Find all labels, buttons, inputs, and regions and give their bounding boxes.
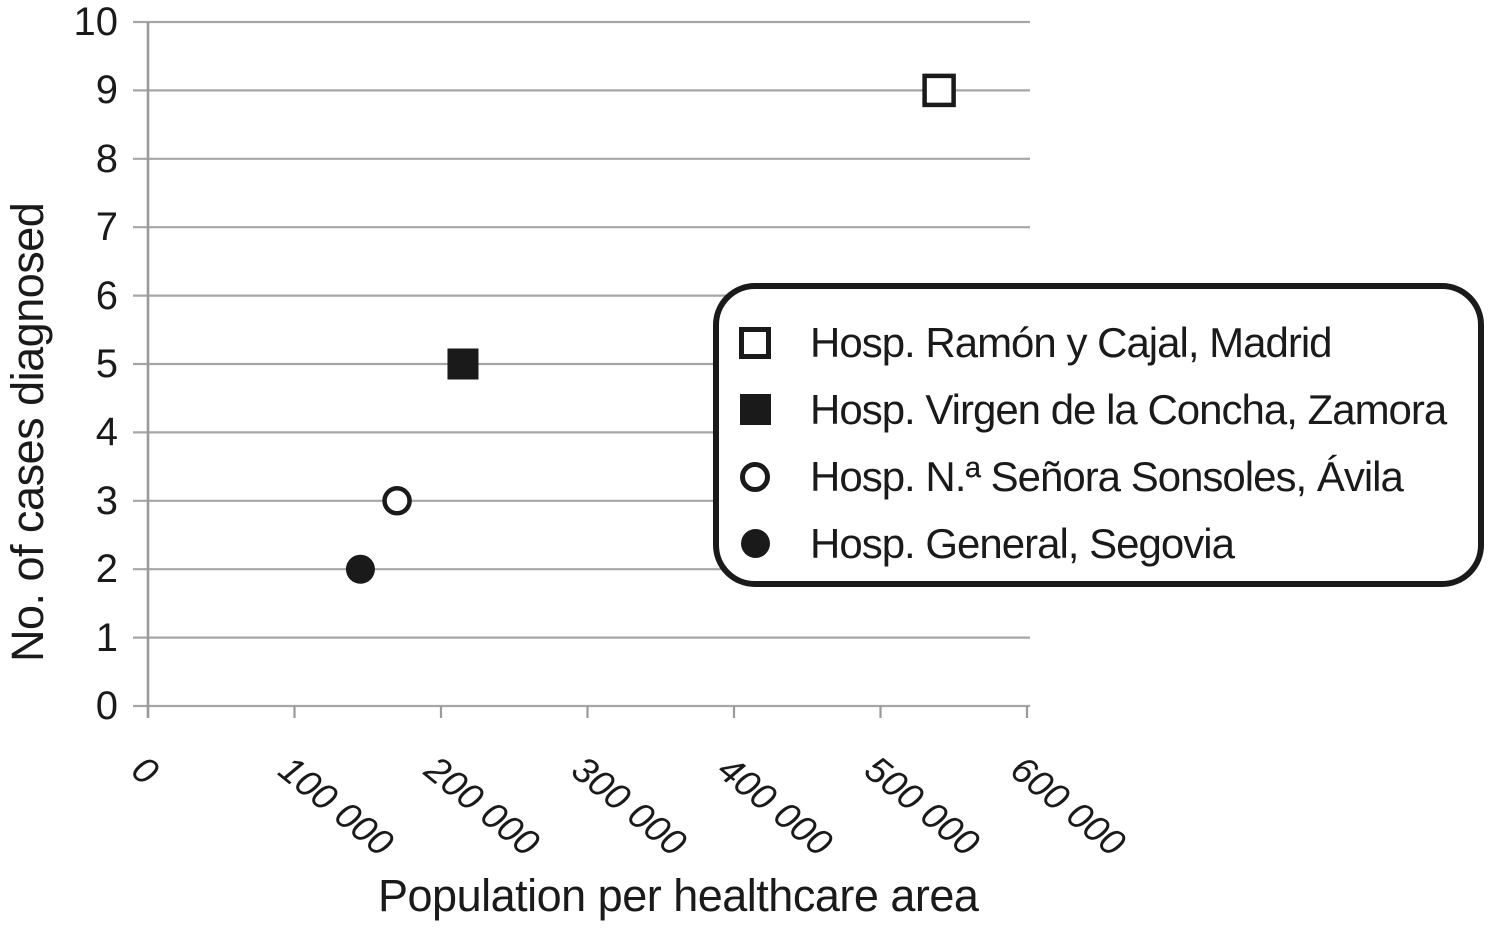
legend-marker-cell [729, 326, 781, 359]
open-circle-icon [740, 461, 770, 492]
legend-marker-cell [729, 461, 781, 492]
y-tick-label: 3 [95, 478, 118, 523]
data-point-open-circle [382, 486, 412, 516]
y-tick-label: 8 [95, 136, 118, 181]
filled-circle-icon [740, 529, 770, 558]
y-tick-label: 7 [95, 205, 118, 250]
y-tick-label: 10 [73, 0, 119, 44]
legend-rows: Hosp. Ramón y Cajal, Madrid Hosp. Virgen … [729, 309, 1478, 577]
y-tick-label: 4 [95, 410, 118, 455]
legend-item: Hosp. General, Segovia [729, 510, 1478, 577]
legend-item: Hosp. N.ª Señora Sonsoles, Ávila [729, 443, 1478, 510]
y-tick-label: 2 [95, 547, 118, 592]
y-tick-label: 0 [95, 684, 118, 728]
y-tick-label: 9 [95, 68, 118, 113]
legend-item: Hosp. Ramón y Cajal, Madrid [729, 309, 1478, 376]
y-tick-label: 5 [95, 342, 118, 386]
x-axis-title: Population per healthcare area [378, 870, 979, 921]
legend-label: Hosp. Ramón y Cajal, Madrid [810, 318, 1333, 366]
y-tick-label: 1 [95, 615, 118, 660]
y-axis-title: No. of cases diagnosed [2, 202, 53, 662]
open-square-icon [739, 326, 771, 359]
legend-label: Hosp. General, Segovia [810, 519, 1235, 567]
legend-label: Hosp. N.ª Señora Sonsoles, Ávila [810, 452, 1404, 500]
data-point-filled-square [447, 348, 479, 380]
filled-square-icon [739, 394, 771, 425]
legend: Hosp. Ramón y Cajal, Madrid Hosp. Virgen … [713, 283, 1484, 587]
legend-label: Hosp. Virgen de la Concha, Zamora [810, 385, 1447, 433]
y-tick-label: 6 [95, 273, 118, 318]
legend-marker-cell [729, 394, 781, 425]
legend-marker-cell [729, 529, 781, 558]
legend-item: Hosp. Virgen de la Concha, Zamora [729, 376, 1478, 443]
data-point-filled-circle [345, 554, 375, 584]
data-point-open-square [922, 73, 956, 108]
